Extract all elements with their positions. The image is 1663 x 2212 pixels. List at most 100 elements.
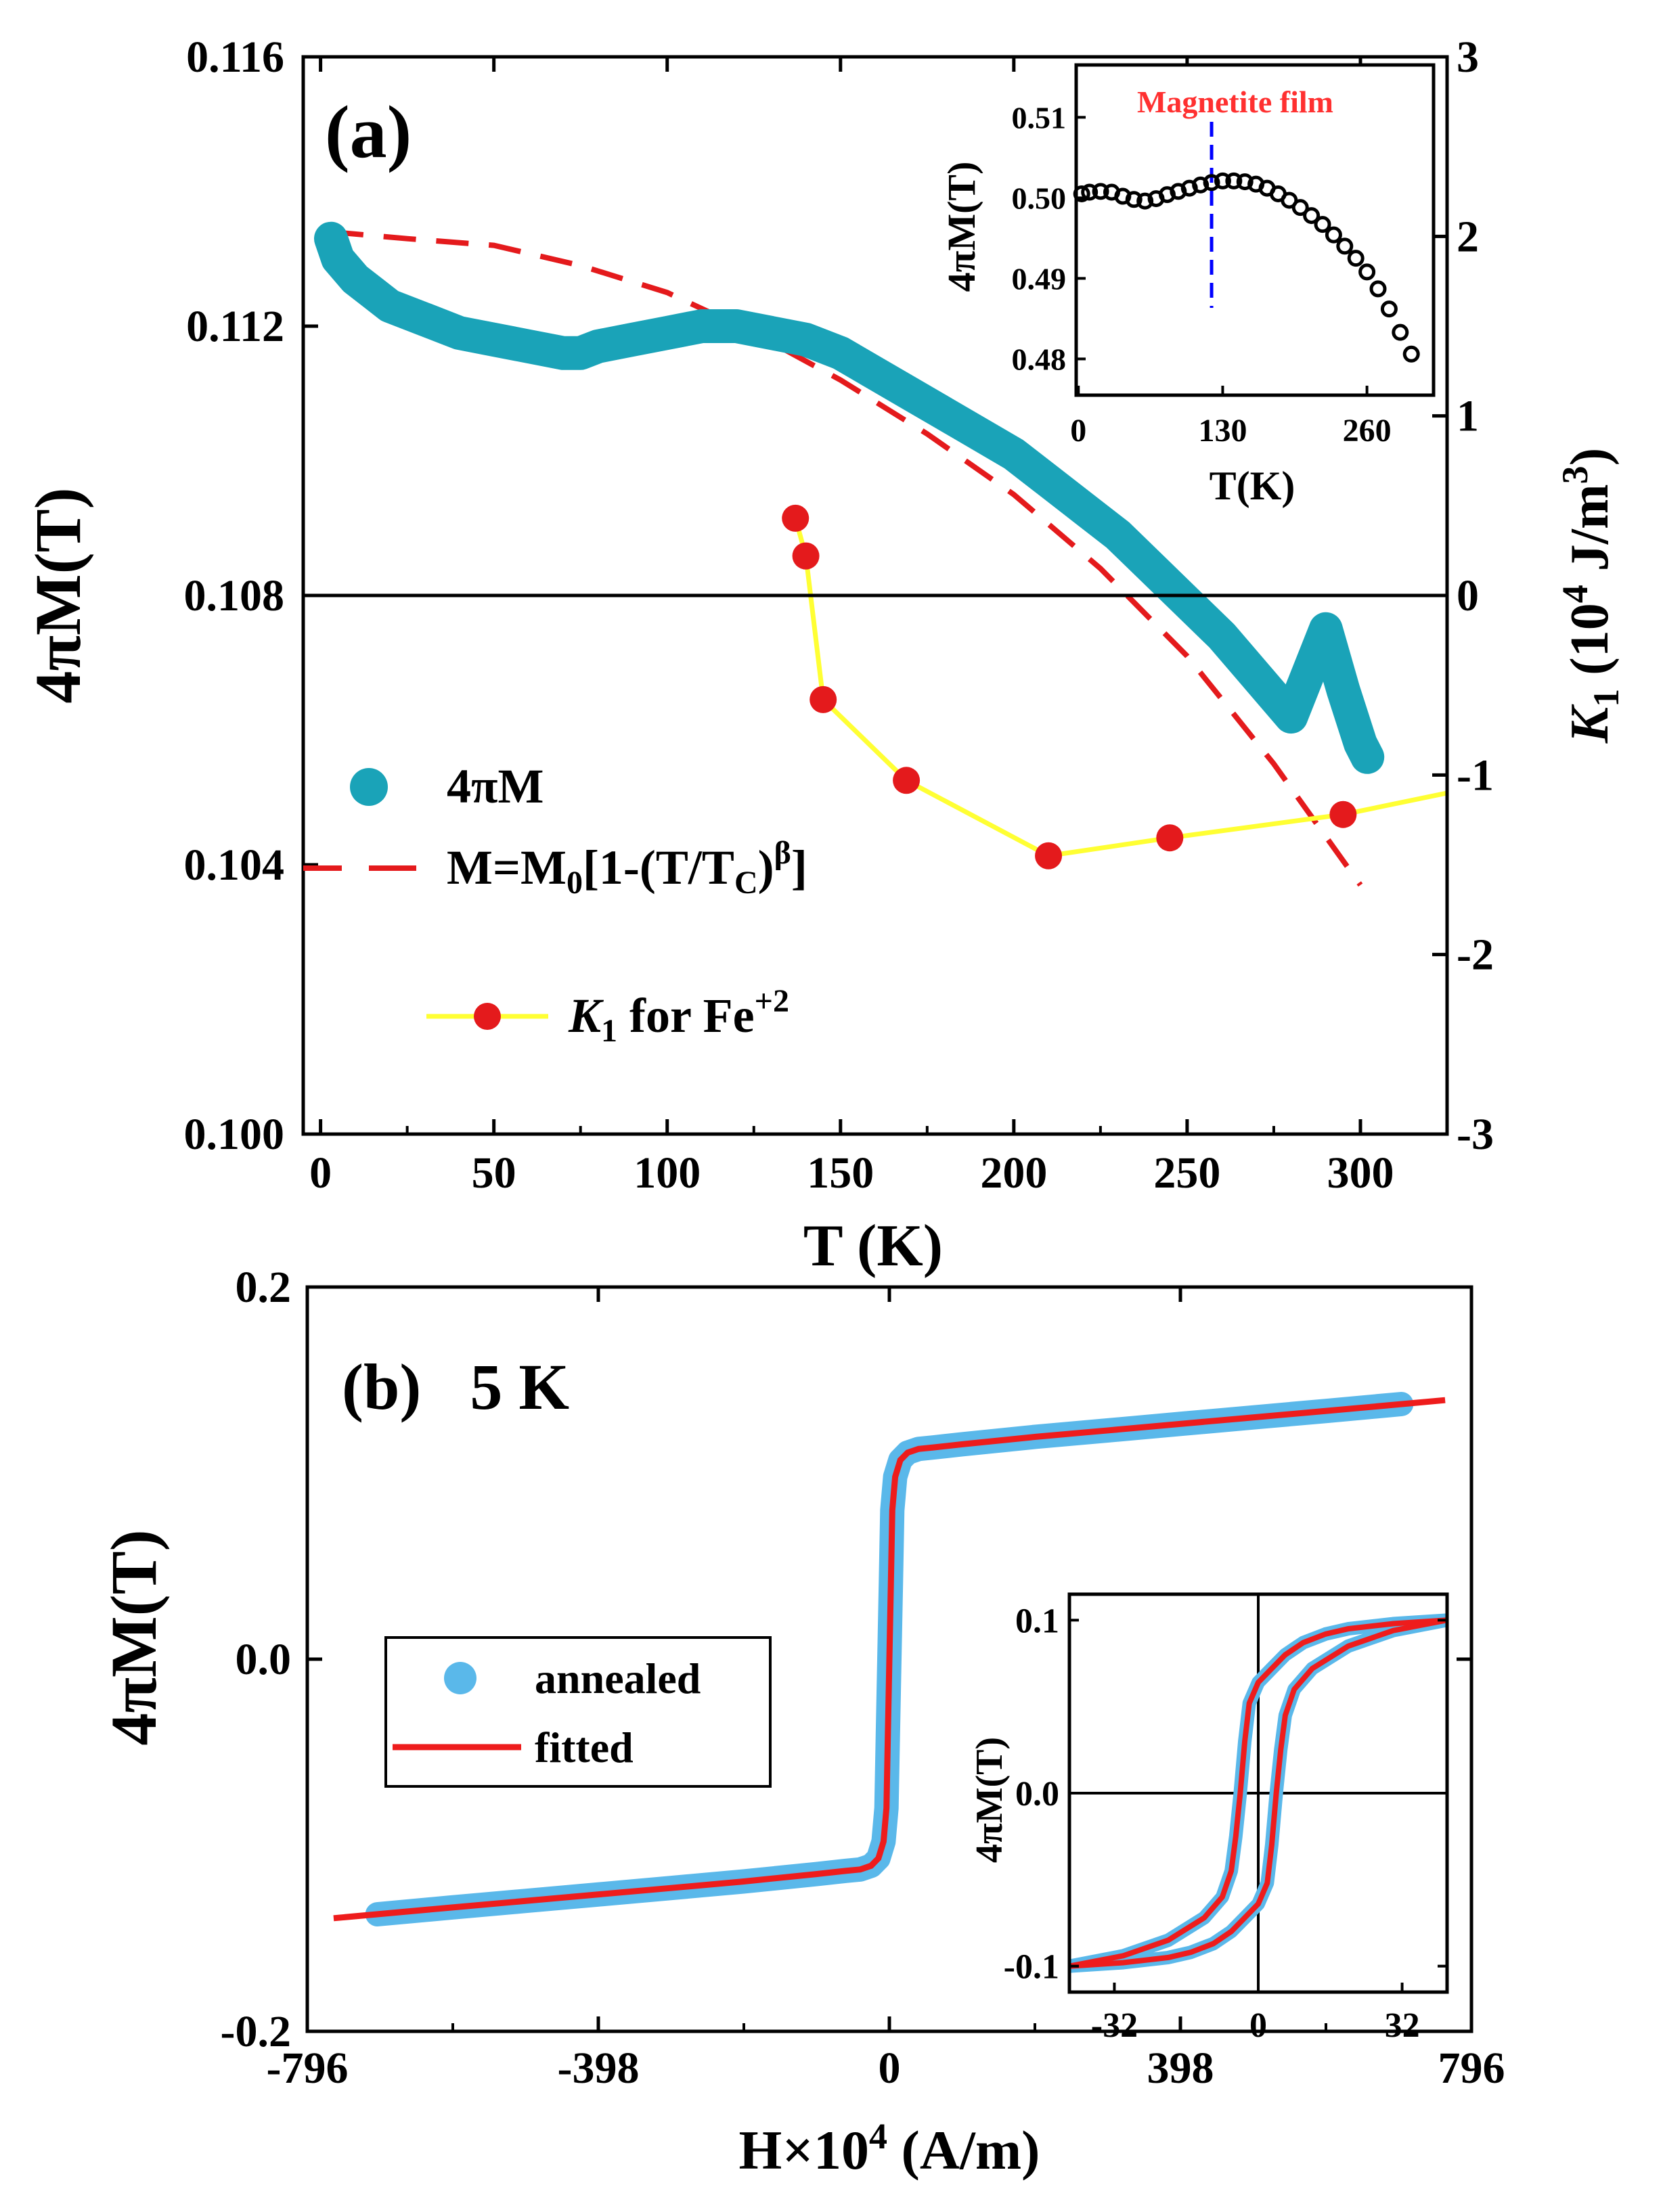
inset-b-y-axis-label: 4πM(T) <box>969 1737 1011 1863</box>
legend-annealed-marker <box>444 1662 476 1694</box>
y-tick-label: 0.0 <box>236 1635 292 1684</box>
inset-a-data-point <box>1291 199 1309 217</box>
inset-a-frame <box>1074 63 1436 397</box>
inset-a-data-point <box>1314 216 1331 233</box>
x-tick-label: 50 <box>472 1148 516 1198</box>
x-tick-label: 150 <box>807 1148 874 1198</box>
panel-a-inset: 0 130 260 0.48 0.49 0.50 0.51 T(K) 4πM(T) Magneti… <box>939 63 1436 508</box>
inset-a-y-tick-label: 0.49 <box>1012 261 1067 296</box>
fit-curve-dashed <box>330 229 1363 887</box>
legend-fit-c: ) <box>758 840 774 895</box>
inset-b-upper-fit <box>1069 1617 1448 1969</box>
x-tick-label: 398 <box>1147 2044 1214 2093</box>
legend-fit-a: M=M <box>447 840 567 895</box>
x-tick-label: -796 <box>267 2044 349 2093</box>
legend-fit-subc: C <box>734 865 758 901</box>
inset-a-data-point <box>1380 300 1398 318</box>
inset-a-data-point <box>1325 226 1342 244</box>
y-tick-label: 0.104 <box>184 840 285 890</box>
legend-fit-label: M=M0[1-(T/TC)β] <box>447 835 807 901</box>
x-tick-label: 796 <box>1438 2044 1505 2093</box>
x-tick-label: 0 <box>309 1148 332 1198</box>
legend-fit-sub0: 0 <box>567 865 583 901</box>
inset-a-data-point <box>1192 176 1210 194</box>
legend-4piM-marker <box>350 768 388 806</box>
inset-a-x-axis-label: T(K) <box>1210 464 1295 508</box>
inset-a-data-point <box>1081 183 1099 201</box>
y2-axis-label: K1 (104 J/m3) <box>1555 448 1626 744</box>
k1-marker <box>810 685 837 713</box>
x-axis-label: H×104 (A/m) <box>739 2116 1040 2181</box>
y-axis-label: 4πM(T) <box>22 487 94 703</box>
inset-a-bg <box>1076 65 1434 395</box>
inset-a-y-tick-label: 0.50 <box>1012 181 1067 215</box>
x-tick-label: 250 <box>1153 1148 1220 1198</box>
inset-a-y-tick-label: 0.48 <box>1012 342 1067 376</box>
x-label-post: (A/m) <box>887 2119 1040 2181</box>
legend-k1-for: for Fe <box>617 989 755 1043</box>
k1-marker <box>1156 824 1184 852</box>
legend-b-box <box>384 1636 772 1788</box>
panel-b: -796 -398 0 398 796 -0.2 0.0 0.2 H×104 (A/m) 4πM(… <box>97 1263 1505 2181</box>
legend-annealed-label: annealed <box>535 1654 701 1702</box>
y2-label-k: K <box>1560 704 1620 744</box>
y-tick-label: 0.108 <box>184 571 285 620</box>
k1-marker <box>792 542 820 570</box>
inset-a-data-point <box>1336 238 1354 255</box>
inset-a-data-point <box>1136 192 1154 210</box>
legend-k1-label: K1 for Fe+2 <box>568 983 789 1049</box>
y2-tick-label: -1 <box>1457 750 1494 800</box>
y2-label-unit: (10 <box>1560 603 1620 689</box>
inset-a-x-tick-label: 0 <box>1070 413 1086 449</box>
y2-label-close: ) <box>1560 448 1620 466</box>
y2-label-sub: 1 <box>1586 689 1626 707</box>
y2-tick-label: 1 <box>1457 392 1479 441</box>
x-label-pre: H×10 <box>739 2119 870 2181</box>
inset-a-data-point <box>1092 183 1109 200</box>
inset-b-x-tick-label: 32 <box>1385 2006 1420 2045</box>
legend-k1-sub: 1 <box>601 1013 617 1049</box>
x-label-exp: 4 <box>869 2116 887 2157</box>
inset-a-y-tick-label: 0.51 <box>1012 100 1067 135</box>
legend-k1-exp: +2 <box>755 983 789 1019</box>
panel-b-inset: -32 0 32 -0.1 0.0 0.1 4πM(T) <box>969 1592 1449 2045</box>
legend-k1-k: K <box>568 989 604 1043</box>
y2-tick-label: -2 <box>1457 930 1494 980</box>
y-axis-label: 4πM(T) <box>97 1529 170 1745</box>
y2-label-exp: 4 <box>1555 585 1595 603</box>
inset-a-data-point <box>1392 323 1409 341</box>
x-axis-label: T (K) <box>803 1213 943 1279</box>
legend-fit-d: ] <box>791 840 807 895</box>
legend-fitted-label: fitted <box>535 1723 634 1771</box>
legend-k1-marker <box>474 1003 501 1030</box>
y2-label-exp2: 3 <box>1555 466 1595 484</box>
inset-a-data-point <box>1358 263 1376 281</box>
inset-a-data-point <box>1347 250 1365 267</box>
fitted-curve <box>333 1397 1446 1922</box>
legend-fit-b: [1-(T/T <box>583 840 734 895</box>
y-tick-label: -0.2 <box>221 2007 291 2056</box>
x-tick-label: 100 <box>634 1148 701 1198</box>
k1-marker <box>1035 842 1063 870</box>
inset-b-x-tick-label: -32 <box>1091 2006 1138 2045</box>
k1-line <box>793 517 1448 859</box>
inset-a-data-point <box>1203 174 1220 191</box>
y-tick-label: 0.116 <box>186 32 284 82</box>
panel-b-label: (b) 5 K <box>342 1351 569 1423</box>
inset-b-y-tick-label: -0.1 <box>1004 1948 1059 1987</box>
k1-marker <box>893 767 921 794</box>
inset-a-annotation: Magnetite film <box>1137 85 1333 119</box>
inset-b-lower-fit <box>1069 1617 1448 1969</box>
inset-a-data-point <box>1225 172 1243 189</box>
inset-a-x-tick-label: 260 <box>1343 413 1392 449</box>
magnetization-data-4piM <box>314 221 1385 774</box>
x-tick-label: 200 <box>980 1148 1047 1198</box>
inset-a-data-point <box>1125 191 1143 208</box>
panel-a-label: (a) <box>325 91 412 173</box>
inset-b-y-tick-label: 0.1 <box>1015 1602 1059 1640</box>
inset-a-data-point <box>1236 173 1254 191</box>
legend-4piM-label: 4πM <box>447 759 544 813</box>
panel-a: 0 50 100 150 200 250 3000.1000.1040.1080.1120.… <box>22 32 1626 1279</box>
inset-a-data-point <box>1402 345 1420 363</box>
